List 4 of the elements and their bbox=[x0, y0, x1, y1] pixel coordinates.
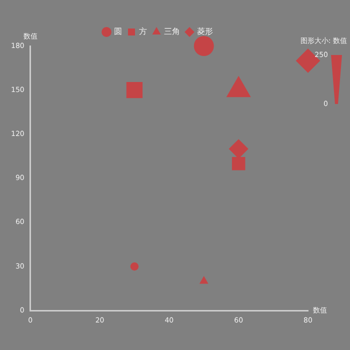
legend-label: 方 bbox=[139, 27, 147, 36]
legend-label: 菱形 bbox=[197, 27, 213, 36]
legend-label: 圆 bbox=[114, 27, 122, 36]
legend-label: 三角 bbox=[164, 27, 180, 36]
